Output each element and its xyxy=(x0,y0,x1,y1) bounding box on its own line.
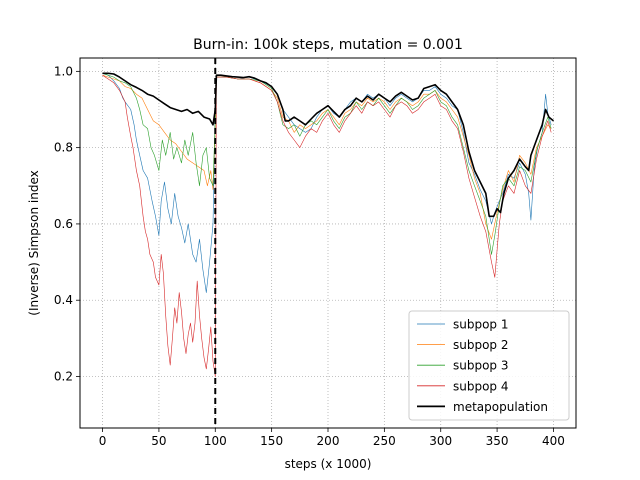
x-axis-label: steps (x 1000) xyxy=(285,457,372,471)
legend: subpop 1 subpop 2 subpop 3 subpop 4 metapopu… xyxy=(408,310,570,421)
legend-label: subpop 1 xyxy=(453,318,509,332)
x-tick-label: 350 xyxy=(486,434,509,448)
x-tick-label: 250 xyxy=(373,434,396,448)
y-tick-label: 0.8 xyxy=(54,141,73,155)
x-tick-label: 150 xyxy=(260,434,283,448)
series-line-subpop-4 xyxy=(102,74,552,377)
x-tick-label: 50 xyxy=(151,434,166,448)
axis-ticks: 0 50 100 150 200 250 300 350 400 0.2 0.4 0.6 0.8 1.0 xyxy=(54,64,565,448)
series-layer xyxy=(102,72,555,377)
series-line-subpop-2 xyxy=(102,74,552,240)
y-axis-label: (Inverse) Simpson index xyxy=(27,170,41,315)
legend-box xyxy=(408,310,570,421)
y-tick-label: 1.0 xyxy=(54,64,73,78)
series-line-subpop-3 xyxy=(102,73,552,255)
x-tick-label: 0 xyxy=(99,434,107,448)
y-tick-label: 0.6 xyxy=(54,217,73,231)
x-tick-label: 200 xyxy=(317,434,340,448)
series-line-metapopulation xyxy=(102,72,555,218)
x-tick-label: 400 xyxy=(542,434,565,448)
legend-label: subpop 2 xyxy=(453,338,509,352)
series-line-subpop-1 xyxy=(102,73,552,293)
y-tick-label: 0.2 xyxy=(54,370,73,384)
legend-label: metapopulation xyxy=(453,400,548,414)
x-tick-label: 300 xyxy=(429,434,452,448)
legend-label: subpop 3 xyxy=(453,359,509,373)
legend-label: subpop 4 xyxy=(453,379,509,393)
x-tick-label: 100 xyxy=(204,434,227,448)
chart-title: Burn-in: 100k steps, mutation = 0.001 xyxy=(193,37,463,53)
y-tick-label: 0.4 xyxy=(54,293,73,307)
